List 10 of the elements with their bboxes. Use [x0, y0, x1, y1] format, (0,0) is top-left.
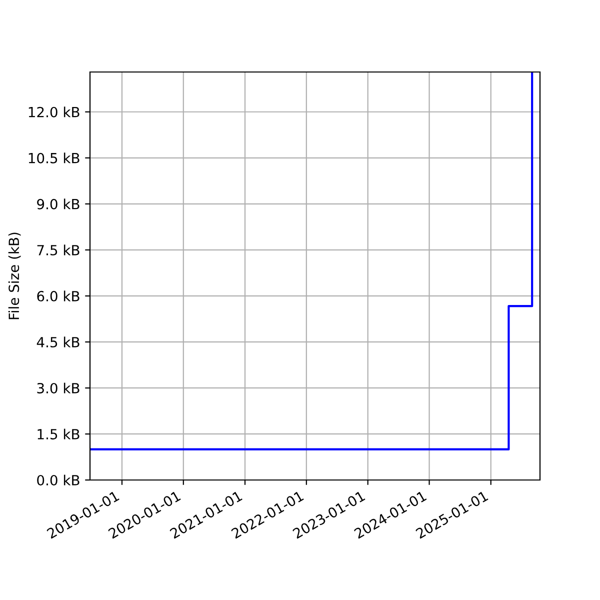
y-tick-label: 0.0 kB: [37, 474, 80, 486]
y-tick-label: 4.5 kB: [36, 336, 80, 348]
y-tick-label: 6.0 kB: [37, 290, 80, 302]
y-tick-label: 7.5 kB: [37, 244, 80, 256]
y-tick-label: 9.0 kB: [37, 198, 80, 210]
y-tick-label: 12.0 kB: [28, 106, 80, 118]
y-tick-label: 10.5 kB: [28, 152, 80, 164]
y-tick-label: 3.0 kB: [37, 382, 80, 394]
y-axis-title: File Size (kB): [8, 232, 21, 320]
y-tick-label: 1.5 kB: [38, 428, 80, 440]
